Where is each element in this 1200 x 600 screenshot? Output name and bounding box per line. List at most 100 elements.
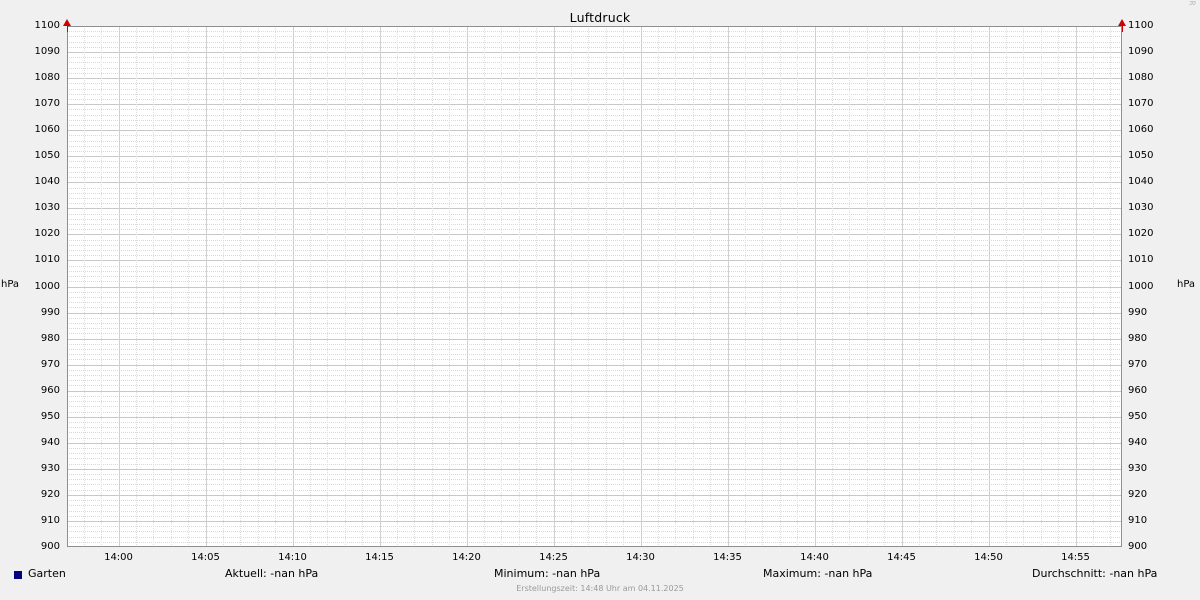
- grid-line-minor-horizontal: [67, 349, 1122, 351]
- grid-line-minor-vertical: [536, 26, 537, 547]
- grid-line-major-horizontal: [67, 521, 1122, 522]
- grid-line-minor-vertical: [1093, 26, 1094, 547]
- grid-line-minor-horizontal: [67, 193, 1122, 195]
- stat-durchschnitt: Durchschnitt: -nan hPa: [1032, 567, 1158, 580]
- grid-line-major-horizontal: [67, 78, 1122, 79]
- grid-line-minor-horizontal: [67, 542, 1122, 544]
- grid-line-minor-vertical: [658, 26, 659, 547]
- y-tick-label-left: 940: [40, 437, 60, 448]
- grid-line-major-vertical: [902, 26, 903, 547]
- grid-line-minor-vertical: [449, 26, 450, 547]
- axis-arrow-stem-right: [1122, 26, 1123, 32]
- grid-line-minor-vertical: [432, 26, 433, 547]
- grid-line-major-horizontal: [67, 208, 1122, 209]
- grid-line-major-horizontal: [67, 156, 1122, 157]
- grid-line-minor-horizontal: [67, 271, 1122, 273]
- grid-line-major-horizontal: [67, 52, 1122, 53]
- grid-line-minor-vertical: [153, 26, 154, 547]
- grid-line-minor-horizontal: [67, 62, 1122, 64]
- grid-line-minor-horizontal: [67, 401, 1122, 403]
- grid-line-minor-horizontal: [67, 255, 1122, 257]
- y-tick-label-left: 1040: [34, 176, 60, 187]
- creation-time-note: Erstellungszeit: 14:48 Uhr am 04.11.2025: [516, 584, 684, 593]
- grid-line-minor-horizontal: [67, 333, 1122, 335]
- grid-line-minor-horizontal: [67, 240, 1122, 242]
- y-axis-unit-right: hPa: [1177, 279, 1196, 290]
- y-tick-label-right: 910: [1128, 515, 1148, 526]
- grid-line-minor-vertical: [588, 26, 589, 547]
- y-tick-label-right: 1010: [1128, 254, 1154, 265]
- grid-line-minor-horizontal: [67, 453, 1122, 455]
- plot-area: [67, 26, 1122, 547]
- grid-line-minor-vertical: [919, 26, 920, 547]
- x-tick-label: 14:10: [278, 552, 307, 563]
- grid-line-major-horizontal: [67, 339, 1122, 340]
- grid-line-minor-horizontal: [67, 448, 1122, 450]
- grid-line-major-vertical: [815, 26, 816, 547]
- grid-line-minor-horizontal: [67, 245, 1122, 247]
- x-tick-label: 14:05: [191, 552, 220, 563]
- grid-layer: [67, 26, 1122, 547]
- grid-line-minor-horizontal: [67, 438, 1122, 440]
- y-tick-label-right: 920: [1128, 489, 1148, 500]
- grid-line-minor-vertical: [519, 26, 520, 547]
- y-tick-label-left: 1020: [34, 228, 60, 239]
- grid-line-minor-vertical: [954, 26, 955, 547]
- legend-color-swatch: [14, 571, 22, 579]
- legend: Garten Aktuell: -nan hPa Minimum: -nan h…: [0, 567, 1200, 583]
- grid-line-minor-horizontal: [67, 229, 1122, 231]
- grid-line-minor-horizontal: [67, 94, 1122, 96]
- grid-line-major-vertical: [989, 26, 990, 547]
- grid-line-minor-vertical: [606, 26, 607, 547]
- grid-line-minor-horizontal: [67, 531, 1122, 533]
- y-tick-label-right: 1000: [1128, 281, 1154, 292]
- grid-line-minor-vertical: [414, 26, 415, 547]
- grid-line-minor-horizontal: [67, 526, 1122, 528]
- grid-line-minor-horizontal: [67, 214, 1122, 216]
- grid-line-minor-horizontal: [67, 83, 1122, 85]
- grid-line-minor-vertical: [1023, 26, 1024, 547]
- grid-line-minor-vertical: [867, 26, 868, 547]
- grid-line-minor-vertical: [188, 26, 189, 547]
- grid-line-minor-horizontal: [67, 474, 1122, 476]
- grid-line-minor-horizontal: [67, 250, 1122, 252]
- grid-line-minor-vertical: [310, 26, 311, 547]
- grid-line-minor-vertical: [501, 26, 502, 547]
- grid-line-major-vertical: [554, 26, 555, 547]
- y-axis-unit-left: hPa: [1, 279, 20, 290]
- grid-line-minor-horizontal: [67, 89, 1122, 91]
- grid-line-minor-horizontal: [67, 167, 1122, 169]
- grid-line-minor-vertical: [101, 26, 102, 547]
- grid-line-major-horizontal: [67, 104, 1122, 105]
- y-tick-label-right: 1060: [1128, 124, 1154, 135]
- y-tick-label-right: 1070: [1128, 98, 1154, 109]
- grid-line-minor-horizontal: [67, 537, 1122, 539]
- y-tick-label-left: 900: [40, 541, 60, 552]
- y-tick-label-left: 970: [40, 359, 60, 370]
- grid-line-major-vertical: [206, 26, 207, 547]
- y-tick-label-right: 1100: [1128, 20, 1154, 31]
- grid-line-minor-horizontal: [67, 422, 1122, 424]
- grid-line-minor-vertical: [884, 26, 885, 547]
- x-tick-label: 14:40: [800, 552, 829, 563]
- grid-line-minor-horizontal: [67, 224, 1122, 226]
- grid-line-minor-horizontal: [67, 297, 1122, 299]
- grid-line-major-vertical: [641, 26, 642, 547]
- y-tick-label-left: 1070: [34, 98, 60, 109]
- grid-line-minor-horizontal: [67, 458, 1122, 460]
- grid-line-minor-horizontal: [67, 36, 1122, 38]
- grid-line-major-vertical: [119, 26, 120, 547]
- y-tick-label-left: 1090: [34, 46, 60, 57]
- axis-arrow-stem-left: [67, 26, 68, 32]
- grid-line-minor-horizontal: [67, 135, 1122, 137]
- grid-line-minor-vertical: [1110, 26, 1111, 547]
- y-tick-label-right: 900: [1128, 541, 1148, 552]
- grid-line-major-horizontal: [67, 313, 1122, 314]
- grid-line-minor-horizontal: [67, 292, 1122, 294]
- grid-line-minor-horizontal: [67, 68, 1122, 70]
- grid-line-minor-vertical: [327, 26, 328, 547]
- y-tick-label-right: 1020: [1128, 228, 1154, 239]
- grid-line-minor-horizontal: [67, 31, 1122, 33]
- grid-line-minor-horizontal: [67, 120, 1122, 122]
- grid-line-major-horizontal: [67, 417, 1122, 418]
